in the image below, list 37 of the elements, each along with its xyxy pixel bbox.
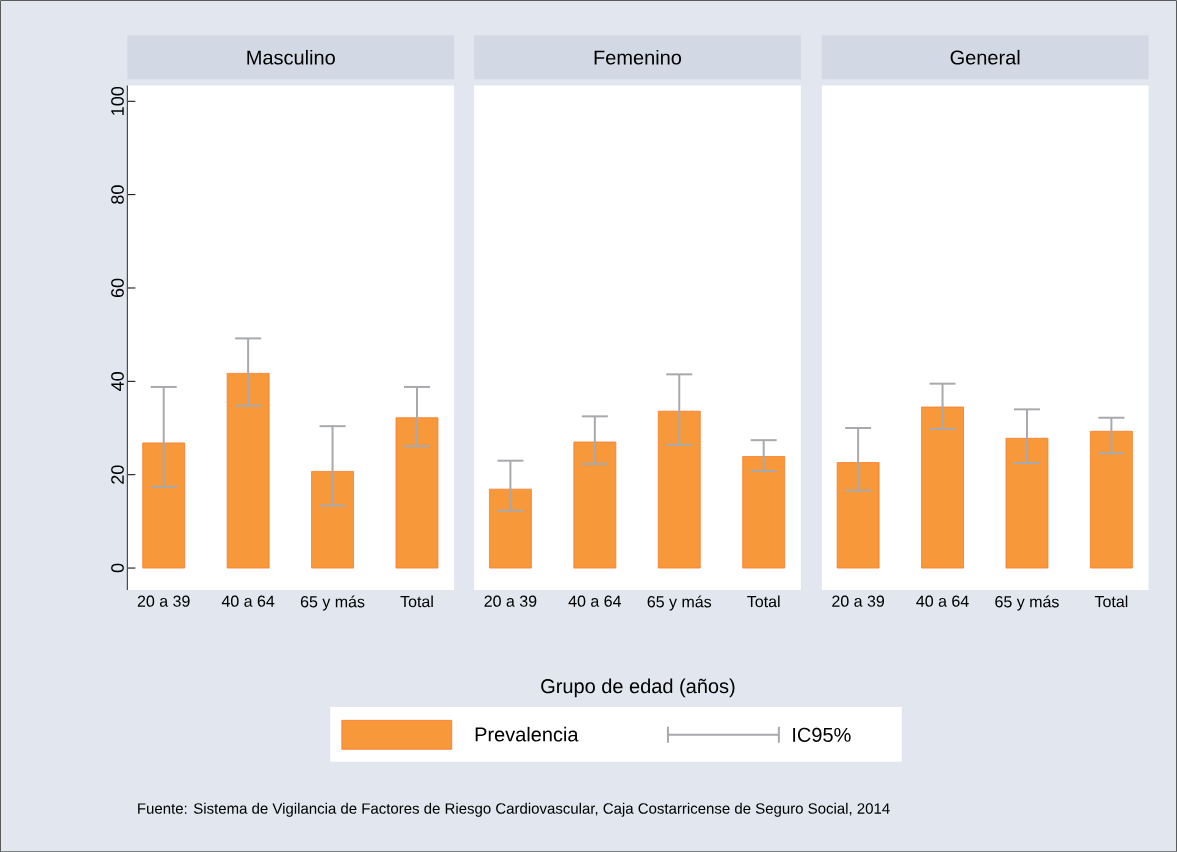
bar [1005,437,1049,569]
source-note: Fuente: Sistema de Vigilancia de Factores de Riesgo Cardiovascular, Caja Costarricense de Seguro Social, 2014 [138,802,890,817]
y-tick-label: 0 [111,563,124,573]
x-axis-title: Grupo de edad (años) [541,678,735,698]
bar [573,441,617,569]
x-tick-label: 40 a 64 [221,595,275,607]
bar [657,410,701,569]
x-tick-label: 20 a 39 [137,595,190,607]
bar [742,455,786,569]
bar [311,470,354,569]
x-tick-label: 65 y más [647,595,712,611]
y-tick-label: 60 [111,278,124,297]
bar [836,462,880,569]
text: IC95% [793,727,851,742]
chart-title: Femenino [594,49,682,65]
x-tick-label: 20 a 39 [484,595,537,607]
bar [226,372,270,569]
bar [921,406,964,569]
x-tick-label: Total [747,595,780,608]
y-tick-label: 20 [111,465,124,484]
bar [142,442,186,569]
x-tick-label: 65 y más [995,595,1059,611]
bar [489,488,532,569]
x-tick-label: 40 a 64 [568,595,622,607]
chart-title: General [950,49,1020,65]
text: Prevalencia [475,726,579,742]
x-tick-label: Total [400,595,433,608]
x-tick-label: Total [1094,595,1128,608]
y-tick-label: 40 [111,371,124,391]
x-tick-label: 20 a 39 [832,595,885,607]
y-tick-label: 100 [111,86,124,115]
bar [395,417,439,569]
x-tick-label: 65 y más [300,595,365,611]
x-tick-label: 40 a 64 [916,595,969,607]
chart-title: Masculino [247,49,335,65]
y-tick-label: 80 [111,185,124,204]
bar [1090,430,1133,569]
